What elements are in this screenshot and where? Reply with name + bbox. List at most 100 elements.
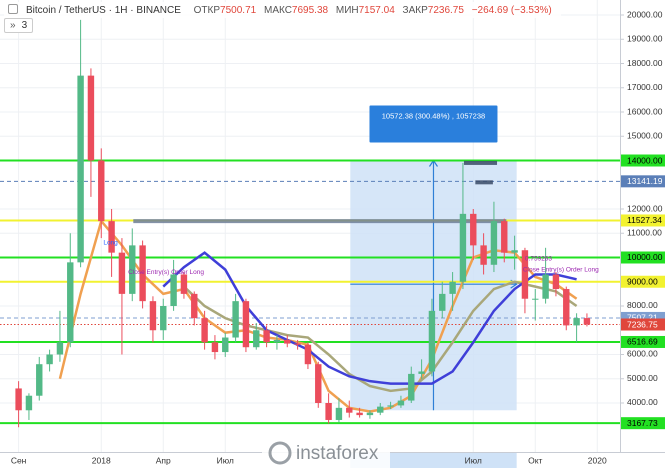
y-tick-label: 15000.00 [627, 131, 663, 141]
level-label-box [621, 154, 665, 167]
x-tick-label: 2020 [588, 455, 607, 465]
candle-body [459, 213, 467, 282]
level-label: 7236.75 [627, 319, 658, 329]
annotation: Long [103, 240, 118, 247]
candle-body [428, 310, 436, 372]
watermark-logo [268, 441, 292, 465]
y-tick-label: 5000.00 [627, 373, 658, 383]
candle-body [160, 305, 167, 331]
ohlc-value: 7500.71 [220, 5, 257, 16]
candle-body [15, 388, 22, 411]
watermark-text: instaforex [296, 443, 379, 464]
candle-body [542, 274, 549, 299]
level-label: 11527.34 [627, 215, 662, 225]
candle-body [418, 371, 425, 374]
y-tick-label: 4000.00 [627, 397, 658, 407]
candle-body [315, 364, 322, 403]
candle-body [552, 274, 560, 290]
drawing-bar [133, 219, 507, 224]
x-tick-label: Апр [156, 455, 171, 465]
ohlc-value: 7157.04 [358, 5, 395, 16]
candle-body [149, 301, 157, 331]
candle-body [46, 354, 53, 365]
y-tick-label: 17000.00 [627, 82, 663, 92]
level-label: 13141.19 [627, 176, 663, 186]
moving-average [162, 251, 577, 385]
y-tick-label: 19000.00 [627, 34, 663, 44]
ohlc-key: ОТКР [193, 5, 221, 16]
annotation: Close Entry(s) Order Long [523, 266, 599, 273]
x-tick-label: Окт [528, 455, 542, 465]
indicator-toggle[interactable]: » 3 [4, 18, 34, 33]
candle-body [170, 274, 177, 306]
plot-area: 10572.38 (300.48%) , 1057238 Long Close En… [0, 0, 620, 452]
candle-body [98, 160, 105, 222]
y-tick-label: 6000.00 [627, 349, 658, 359]
candle-body [346, 407, 353, 413]
ohlc-key: ЗАКР [402, 5, 428, 16]
symbol: Bitcoin / TetherUS · 1H · BINANCE [26, 5, 181, 16]
candle-body [563, 289, 570, 326]
drawing-bar [463, 160, 498, 165]
candle-body [273, 339, 281, 343]
y-tick-label: 8000.00 [627, 300, 658, 310]
candle-body [480, 245, 487, 265]
candle-body [129, 245, 136, 294]
candle-body [242, 301, 250, 348]
candle-body [294, 343, 301, 345]
level-label-box [621, 214, 665, 227]
candle-body [191, 293, 198, 319]
level-label: 7507.21 [627, 313, 658, 323]
ohlc-value: 7695.38 [291, 5, 329, 16]
drawing-bar [475, 180, 493, 185]
candle-body [87, 75, 95, 161]
candle-body [439, 293, 446, 311]
level-label-box [621, 417, 665, 430]
candle-body [304, 344, 312, 365]
candle-body [490, 221, 498, 265]
level-label: 3167.73 [627, 418, 658, 428]
candle-body [67, 262, 74, 343]
candle-body [335, 407, 343, 420]
y-tick-label: 18000.00 [627, 58, 663, 68]
measure-label-box [369, 105, 498, 143]
level-label: 14000.00 [627, 155, 663, 165]
ohlc-key: МИН [335, 5, 359, 16]
collapse-icon[interactable] [8, 4, 18, 14]
x-tick-label: Сен [11, 455, 27, 465]
candle-body [356, 412, 363, 416]
candle-body [253, 330, 260, 348]
level-label-box [621, 335, 665, 348]
y-tick-label: 20000.00 [627, 9, 663, 19]
moving-average [183, 280, 578, 393]
candle-body [201, 318, 208, 343]
candle-body [366, 412, 374, 416]
candle-body [139, 245, 146, 302]
x-tick-label: Июл [217, 455, 234, 465]
candle-body [532, 298, 539, 300]
x-tick-label: 2018 [92, 455, 111, 465]
candle-body [180, 274, 188, 294]
time-axis-highlight [350, 453, 517, 468]
x-tick-label: Июл [465, 455, 482, 465]
candle-body [284, 339, 291, 344]
candle-body [222, 337, 229, 353]
level-label-box [621, 318, 665, 331]
candle-body [573, 318, 580, 326]
candle-body [211, 342, 219, 353]
measure-label: 10572.38 (300.48%) , 1057238 [382, 111, 485, 120]
level-label-box [621, 251, 665, 264]
ohlc-key: МАКС [263, 5, 292, 16]
candle-body [449, 281, 456, 294]
y-tick-label: 16000.00 [627, 106, 663, 116]
candle-body [325, 402, 332, 420]
level-label: 10000.00 [627, 252, 663, 262]
level-label-box [621, 275, 665, 288]
annotation: 0.759283 [525, 255, 552, 262]
level-label-box [621, 175, 665, 188]
candle-body [36, 364, 43, 396]
change: −264.69 (−3.53%) [471, 5, 552, 16]
